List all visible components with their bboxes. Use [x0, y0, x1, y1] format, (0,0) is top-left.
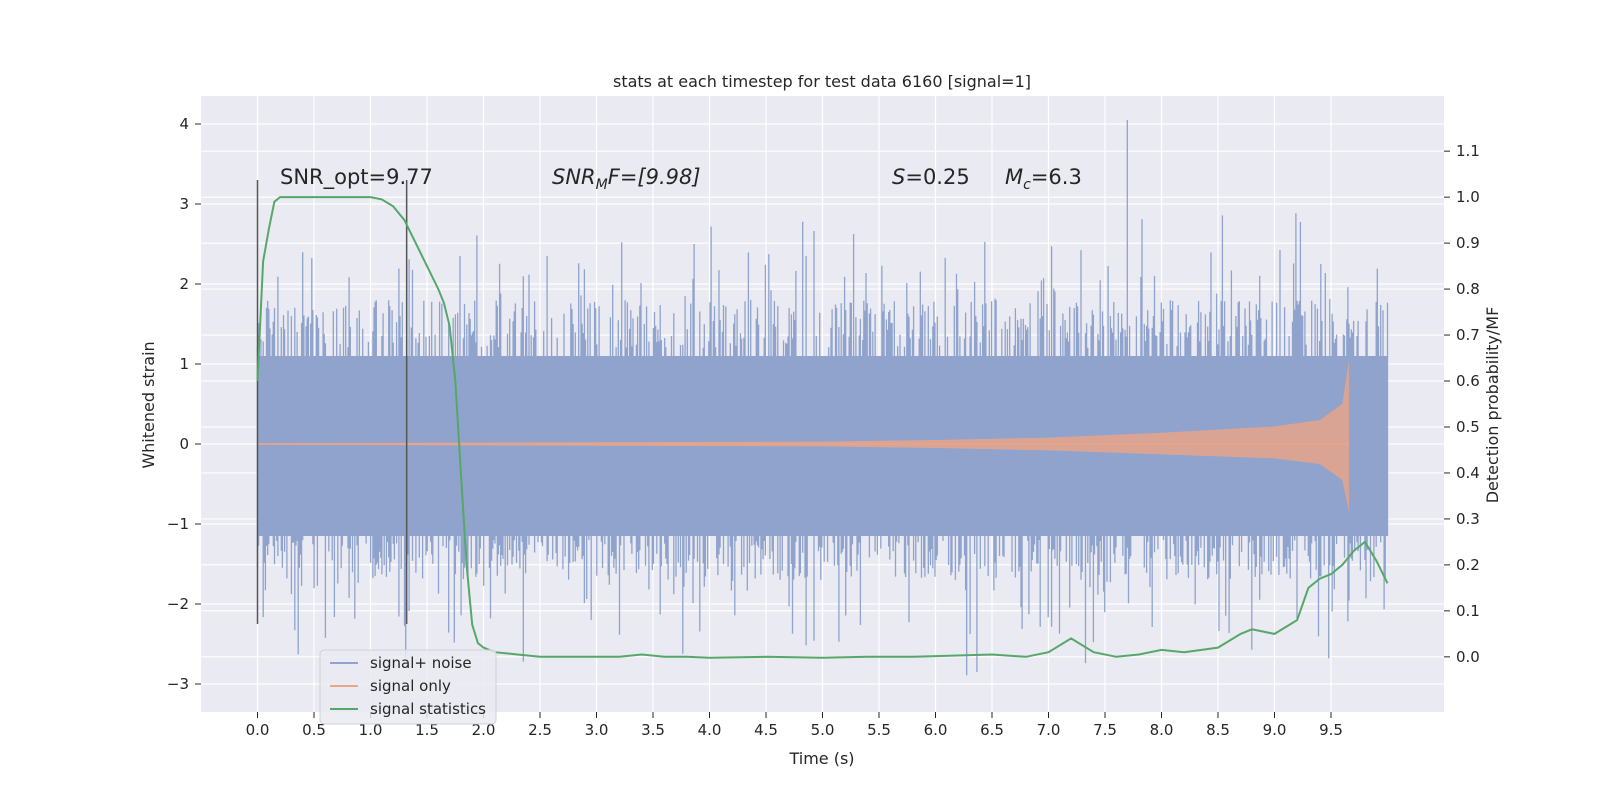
x-tick-label-7: 3.5 [641, 721, 665, 739]
snr-opt-annotation: SNR_opt=9.77 [280, 165, 433, 190]
s-rest: =0.25 [905, 165, 969, 189]
x-tick-label-1: 0.5 [302, 721, 326, 739]
y2-tick-label-2: 0.9 [1456, 234, 1480, 252]
x-tick-label-12: 6.0 [924, 721, 948, 739]
x-tick-label-17: 8.5 [1206, 721, 1230, 739]
x-tick-label-9: 4.5 [754, 721, 778, 739]
x-tick-label-19: 9.5 [1319, 721, 1343, 739]
y2-tick-label-9: 0.2 [1456, 556, 1480, 574]
y-tick-label-3: 1 [179, 355, 189, 373]
signal-only-series [257, 360, 1350, 512]
x-tick-label-18: 9.0 [1263, 721, 1287, 739]
y2-tick-label-1: 1.0 [1456, 188, 1480, 206]
vertical-markers [256, 180, 408, 624]
y-tick-label-1: 3 [179, 195, 189, 213]
snr-mf-annotation: SNRMF=[9.98] [552, 165, 701, 193]
mc-main: M [1005, 165, 1023, 189]
legend: signal+ noise signal only signal statist… [319, 649, 497, 725]
y2-tick-label-6: 0.5 [1456, 418, 1480, 436]
x-axis-label: Time (s) [788, 749, 854, 768]
legend-label-signal-only: signal only [370, 677, 451, 695]
y-tick-label-6: −2 [167, 595, 189, 613]
snr-mf-main: SNR [552, 165, 596, 189]
y2-tick-label-4: 0.7 [1456, 326, 1480, 344]
legend-box [319, 649, 497, 725]
y2-tick-label-3: 0.8 [1456, 280, 1480, 298]
x-tick-label-15: 7.5 [1093, 721, 1117, 739]
s-main: S [892, 165, 905, 189]
x-tick-label-13: 6.5 [980, 721, 1004, 739]
signal-statistics-line [256, 196, 1389, 659]
y2-axis-ticks: 1.1 1.0 0.9 0.8 0.7 0.6 0.5 0.4 0.3 0.2 0.1 0.0 [1444, 142, 1480, 666]
s-annotation: S=0.25 [892, 165, 970, 189]
y-tick-label-5: −1 [167, 515, 189, 533]
x-tick-label-5: 2.5 [528, 721, 552, 739]
chart-title: stats at each timestep for test data 616… [613, 72, 1031, 91]
x-tick-label-0: 0.0 [246, 721, 270, 739]
signal-only-envelope [257, 360, 1350, 512]
mc-sub: c [1023, 177, 1031, 193]
mc-rest: =6.3 [1031, 165, 1082, 189]
x-tick-label-10: 5.0 [811, 721, 835, 739]
x-tick-label-3: 1.5 [415, 721, 439, 739]
x-tick-label-4: 2.0 [472, 721, 496, 739]
legend-label-signal-statistics: signal statistics [370, 700, 486, 718]
y-tick-label-7: −3 [167, 675, 189, 693]
y2-axis-label: Detection probability/MF [1483, 307, 1502, 504]
y-tick-label-2: 2 [179, 275, 189, 293]
x-tick-label-16: 8.0 [1150, 721, 1174, 739]
mc-annotation: Mc=6.3 [1005, 165, 1082, 193]
x-axis-ticks: 0.0 0.5 1.0 1.5 2.0 2.5 3.0 3.5 4.0 4.5 5.0 5.5 6.0 6… [246, 712, 1343, 739]
y2-tick-label-0: 1.1 [1456, 142, 1480, 160]
y2-tick-label-8: 0.3 [1456, 510, 1480, 528]
y-axis-ticks: 4 3 2 1 0 −1 −2 −3 [167, 115, 201, 693]
y-tick-label-4: 0 [179, 435, 189, 453]
x-tick-label-8: 4.0 [698, 721, 722, 739]
y2-tick-label-7: 0.4 [1456, 464, 1480, 482]
signal-statistics-series [256, 196, 1389, 659]
snr-mf-rest: F=[9.98] [608, 165, 701, 189]
y2-tick-label-10: 0.1 [1456, 602, 1480, 620]
x-tick-label-6: 3.0 [585, 721, 609, 739]
snr-mf-sub: M [596, 177, 608, 193]
x-tick-label-11: 5.5 [867, 721, 891, 739]
x-tick-label-14: 7.0 [1037, 721, 1061, 739]
y2-tick-label-5: 0.6 [1456, 372, 1480, 390]
y-axis-label: Whitened strain [139, 341, 158, 468]
y2-tick-label-11: 0.0 [1456, 648, 1480, 666]
legend-label-signal-noise: signal+ noise [370, 654, 472, 672]
x-tick-label-2: 1.0 [359, 721, 383, 739]
y-tick-label-0: 4 [179, 115, 189, 133]
